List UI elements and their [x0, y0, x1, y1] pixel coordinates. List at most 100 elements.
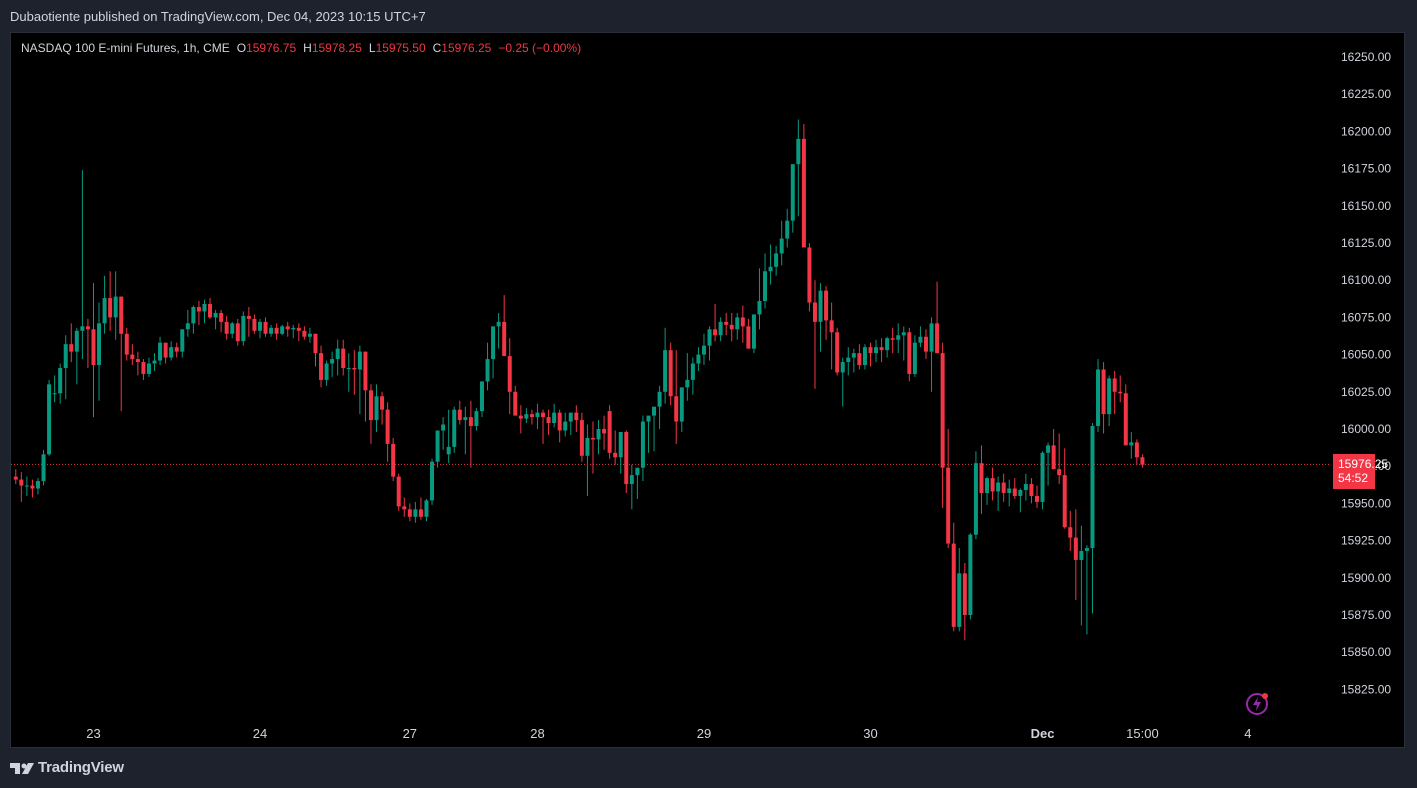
candle-body[interactable] — [180, 329, 185, 352]
candle-body[interactable] — [130, 354, 135, 360]
candle-body[interactable] — [1029, 484, 1034, 496]
candle-body[interactable] — [602, 429, 607, 434]
candle-body[interactable] — [946, 467, 951, 544]
candle-body[interactable] — [1062, 475, 1067, 528]
candle-body[interactable] — [674, 396, 679, 422]
candle-body[interactable] — [1040, 452, 1045, 502]
candle-body[interactable] — [341, 348, 346, 368]
candle-body[interactable] — [585, 437, 590, 456]
candle-body[interactable] — [108, 298, 113, 318]
candle-body[interactable] — [269, 327, 274, 334]
candle-body[interactable] — [968, 534, 973, 615]
candle-body[interactable] — [835, 332, 840, 373]
candle-body[interactable] — [707, 329, 712, 346]
candle-body[interactable] — [507, 356, 512, 392]
candle-body[interactable] — [596, 429, 601, 440]
candle-body[interactable] — [901, 332, 906, 336]
candle-body[interactable] — [807, 247, 812, 303]
candle-body[interactable] — [74, 330, 79, 352]
candle-body[interactable] — [896, 335, 901, 340]
candle-body[interactable] — [491, 326, 496, 360]
candle-body[interactable] — [524, 414, 529, 419]
candle-body[interactable] — [363, 351, 368, 391]
candle-body[interactable] — [541, 412, 546, 418]
candle-body[interactable] — [24, 485, 29, 487]
candle-body[interactable] — [52, 393, 57, 395]
candle-body[interactable] — [552, 412, 557, 424]
candle-body[interactable] — [1090, 426, 1095, 549]
candle-body[interactable] — [657, 391, 662, 407]
candle-body[interactable] — [973, 463, 978, 535]
candle-body[interactable] — [91, 329, 96, 366]
candle-body[interactable] — [885, 338, 890, 351]
candle-body[interactable] — [557, 412, 562, 431]
candle-body[interactable] — [563, 421, 568, 431]
candle-body[interactable] — [868, 347, 873, 354]
tradingview-logo[interactable]: TradingView — [10, 759, 124, 776]
candle-body[interactable] — [13, 476, 18, 480]
candle-body[interactable] — [985, 478, 990, 493]
candle-body[interactable] — [940, 353, 945, 468]
candle-body[interactable] — [396, 476, 401, 507]
candle-body[interactable] — [874, 347, 879, 354]
candle-body[interactable] — [352, 367, 357, 370]
candle-body[interactable] — [502, 321, 507, 357]
candle-body[interactable] — [41, 454, 46, 482]
candle-body[interactable] — [529, 414, 534, 418]
candle-body[interactable] — [457, 409, 462, 421]
candle-body[interactable] — [818, 290, 823, 322]
candle-body[interactable] — [307, 333, 312, 337]
candle-body[interactable] — [119, 296, 124, 334]
candle-body[interactable] — [63, 344, 68, 368]
candle-body[interactable] — [324, 363, 329, 380]
candle-body[interactable] — [69, 344, 74, 352]
candle-body[interactable] — [30, 485, 35, 489]
candle-body[interactable] — [962, 573, 967, 615]
candle-body[interactable] — [990, 478, 995, 492]
candle-body[interactable] — [951, 543, 956, 627]
candle-body[interactable] — [158, 342, 163, 361]
candle-body[interactable] — [513, 391, 518, 416]
candle-body[interactable] — [668, 350, 673, 397]
candle-body[interactable] — [663, 350, 668, 392]
candle-body[interactable] — [146, 363, 151, 374]
candle-body[interactable] — [646, 415, 651, 422]
candle-body[interactable] — [357, 351, 362, 370]
candle-body[interactable] — [391, 443, 396, 477]
candle-body[interactable] — [1129, 442, 1134, 446]
candle-body[interactable] — [790, 164, 795, 221]
candle-body[interactable] — [957, 573, 962, 627]
candle-body[interactable] — [812, 302, 817, 322]
candle-body[interactable] — [690, 363, 695, 380]
candle-body[interactable] — [624, 431, 629, 485]
candle-body[interactable] — [274, 327, 279, 334]
candle-body[interactable] — [652, 406, 657, 416]
candle-body[interactable] — [829, 320, 834, 333]
candle-body[interactable] — [380, 396, 385, 410]
candle-body[interactable] — [824, 290, 829, 321]
candle-body[interactable] — [1012, 488, 1017, 496]
candle-body[interactable] — [374, 396, 379, 421]
candle-body[interactable] — [163, 342, 168, 358]
candle-body[interactable] — [1007, 488, 1012, 493]
candle-body[interactable] — [679, 387, 684, 422]
candle-body[interactable] — [935, 323, 940, 354]
candle-body[interactable] — [701, 345, 706, 355]
candlestick-chart[interactable]: 16250.00 16225.00 16200.00 16175.00 16150.00… — [11, 33, 1405, 748]
candle-body[interactable] — [319, 353, 324, 380]
candle-body[interactable] — [241, 315, 246, 342]
candle-body[interactable] — [618, 431, 623, 458]
candle-body[interactable] — [1046, 445, 1051, 453]
candle-body[interactable] — [435, 430, 440, 462]
candle-body[interactable] — [996, 482, 1001, 492]
candle-body[interactable] — [729, 324, 734, 330]
candle-body[interactable] — [291, 327, 296, 330]
candle-body[interactable] — [224, 321, 229, 334]
candle-body[interactable] — [452, 409, 457, 447]
candle-body[interactable] — [368, 390, 373, 421]
candle-body[interactable] — [1123, 393, 1128, 446]
candle-body[interactable] — [751, 314, 756, 349]
candle-body[interactable] — [1107, 378, 1112, 415]
candle-body[interactable] — [763, 271, 768, 302]
candle-body[interactable] — [202, 304, 207, 312]
